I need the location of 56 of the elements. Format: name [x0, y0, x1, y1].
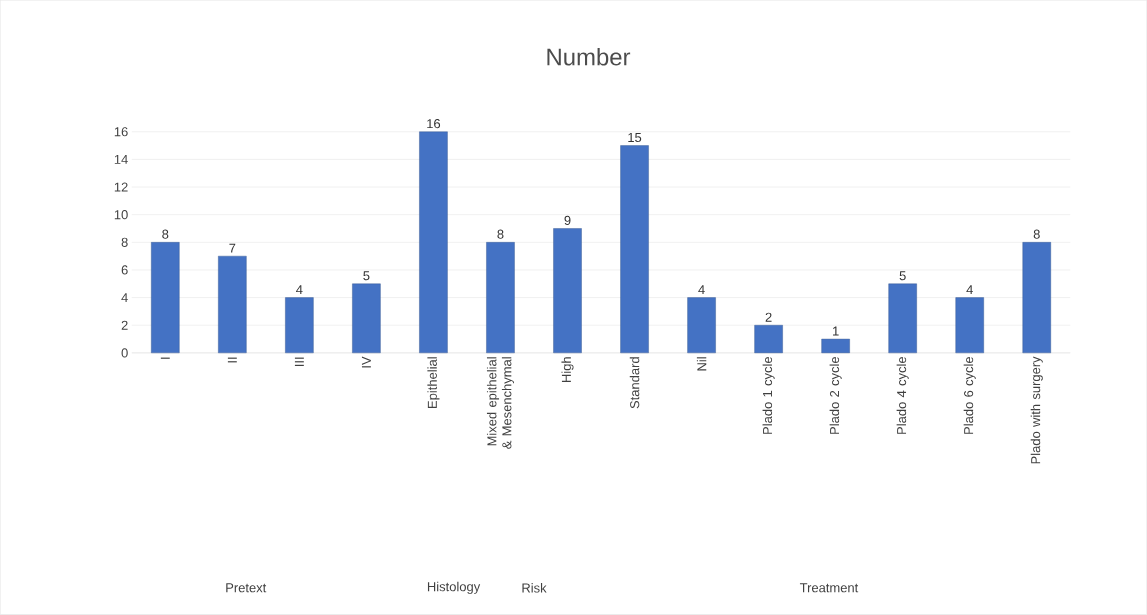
y-tick-label: 14: [114, 155, 128, 164]
data-label: 5: [899, 271, 906, 281]
data-label: 5: [363, 271, 370, 281]
text: Treatment: [799, 583, 859, 593]
bar: [955, 297, 984, 354]
data-label: 4: [296, 285, 303, 295]
y-tick-label: 8: [121, 237, 128, 248]
y-tick-label: 10: [114, 210, 128, 220]
data-label: 1: [833, 326, 839, 336]
bar: [687, 297, 716, 354]
x-tick-label: High: [561, 357, 574, 383]
bar: [1022, 242, 1051, 354]
text: Pretext: [226, 583, 267, 593]
y-tick-label: 0: [121, 348, 128, 358]
chart-title: Number: [547, 48, 631, 66]
data-label: 9: [564, 215, 571, 226]
y-tick-label: 16: [114, 127, 128, 137]
text: Histology: [427, 581, 481, 594]
bar: [888, 283, 917, 354]
x-tick-label: I: [160, 357, 170, 359]
bar: [620, 145, 649, 354]
x-tick-label: Mixed epithelial & Mesenchymal: [486, 357, 514, 449]
x-tick-label: Epithelial: [427, 357, 440, 409]
bar: [821, 338, 850, 354]
data-label: 4: [698, 285, 705, 295]
x-tick-label: Plado with surgery: [1030, 356, 1043, 464]
bar: [285, 297, 314, 354]
y-tick-label: 6: [121, 265, 128, 275]
x-tick-label: Standard: [629, 357, 640, 409]
x-tick-label: Plado 2 cycle: [829, 357, 842, 434]
x-tick-label: Plado 1 cycle: [762, 357, 775, 434]
data-label: 2: [765, 312, 772, 322]
bar: [218, 256, 247, 354]
x-tick-label: IV: [361, 356, 371, 368]
bar: [553, 228, 582, 354]
x-tick-label: Nil: [696, 357, 707, 371]
data-label: 7: [229, 243, 236, 253]
data-label: 16: [427, 119, 441, 129]
data-label: 8: [162, 229, 169, 239]
x-tick-label: Plado 6 cycle: [963, 357, 976, 434]
x-tick-label: III: [294, 357, 304, 367]
bar: [352, 283, 381, 354]
data-label: 8: [497, 229, 504, 239]
x-tick-label: II: [227, 357, 237, 363]
bar: [151, 242, 180, 354]
y-tick-label: 12: [114, 182, 128, 192]
bar: [419, 131, 448, 354]
text: Risk: [522, 583, 547, 593]
data-label: 15: [628, 133, 642, 143]
y-tick-label: 2: [121, 320, 128, 330]
data-label: 4: [966, 285, 973, 295]
data-label: 8: [1033, 229, 1040, 239]
bar: [486, 242, 515, 354]
x-tick-label: Plado 4 cycle: [896, 357, 909, 434]
bar: [754, 325, 783, 354]
y-tick-label: 4: [121, 293, 128, 303]
